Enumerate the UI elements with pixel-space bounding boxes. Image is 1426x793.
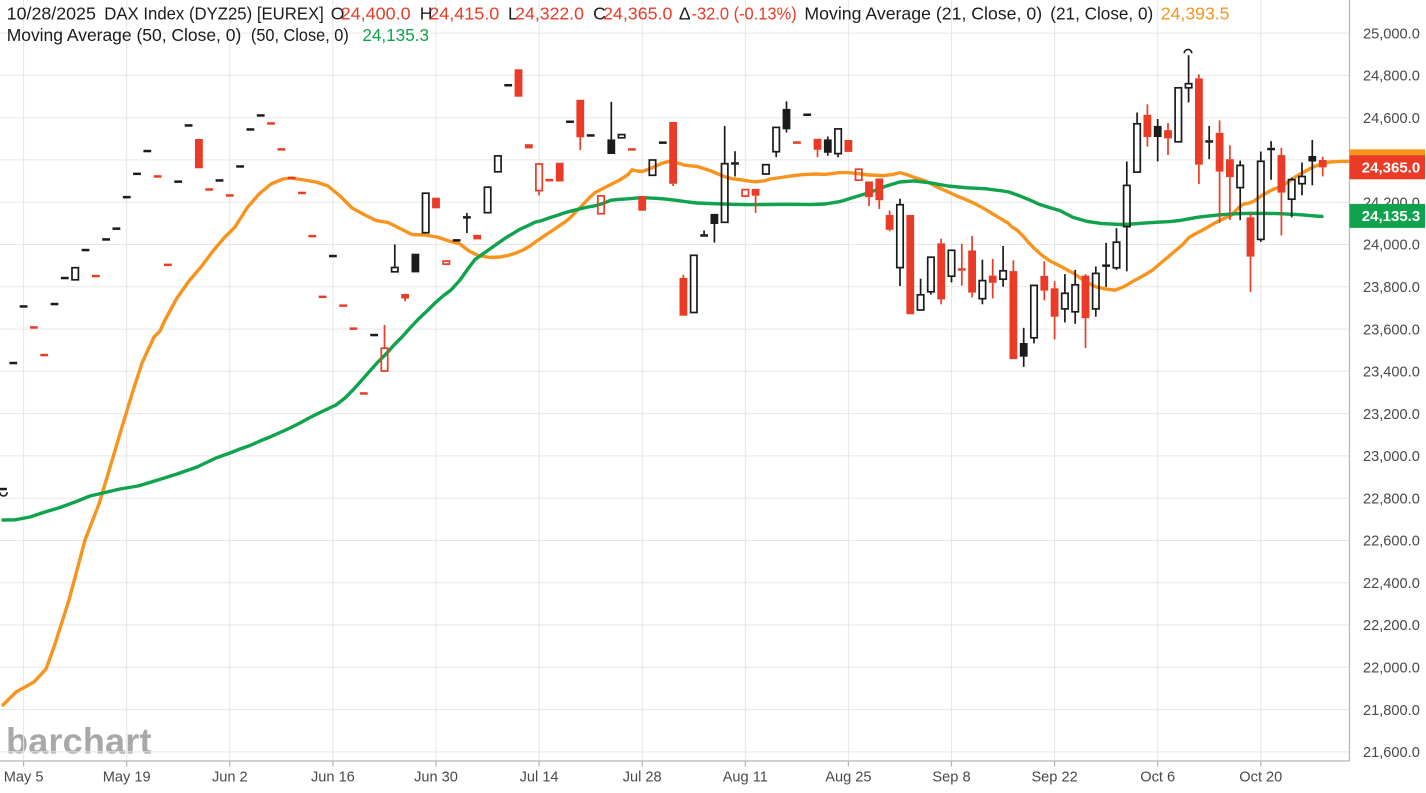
svg-text:Jul 28: Jul 28 (623, 770, 662, 786)
svg-text:(21, Close, 0): (21, Close, 0) (1050, 4, 1153, 24)
svg-text:Sep 22: Sep 22 (1031, 770, 1077, 786)
svg-text:L: L (508, 4, 518, 24)
svg-text:10/28/2025: 10/28/2025 (7, 4, 96, 24)
svg-text:21,800.0: 21,800.0 (1363, 703, 1420, 719)
svg-text:24,400.0: 24,400.0 (341, 4, 411, 24)
svg-text:-32.0 (-0.13%): -32.0 (-0.13%) (692, 4, 797, 24)
svg-text:22,200.0: 22,200.0 (1363, 618, 1420, 634)
svg-text:21,600.0: 21,600.0 (1363, 745, 1420, 761)
svg-text:24,000.0: 24,000.0 (1363, 238, 1420, 254)
svg-text:23,400.0: 23,400.0 (1363, 365, 1420, 381)
svg-text:22,000.0: 22,000.0 (1363, 661, 1420, 677)
svg-text:(50, Close, 0): (50, Close, 0) (251, 25, 349, 45)
svg-text:23,200.0: 23,200.0 (1363, 407, 1420, 423)
svg-text:24,365.0: 24,365.0 (603, 4, 673, 24)
svg-text:22,800.0: 22,800.0 (1363, 491, 1420, 507)
svg-text:22,600.0: 22,600.0 (1363, 534, 1420, 550)
svg-text:Aug 11: Aug 11 (723, 770, 768, 786)
svg-text:Aug 25: Aug 25 (825, 770, 871, 786)
svg-text:Δ: Δ (679, 4, 691, 24)
svg-text:Sep 8: Sep 8 (932, 770, 970, 786)
svg-text:DAX Index (DYZ25) [EUREX]: DAX Index (DYZ25) [EUREX] (104, 4, 323, 24)
svg-text:22,400.0: 22,400.0 (1363, 576, 1420, 592)
svg-text:May 5: May 5 (4, 770, 44, 786)
svg-text:25,000.0: 25,000.0 (1363, 26, 1420, 42)
svg-text:24,600.0: 24,600.0 (1363, 111, 1420, 127)
svg-text:C: C (593, 4, 606, 24)
svg-text:Moving Average (21, Close, 0): Moving Average (21, Close, 0) (804, 4, 1042, 24)
svg-text:Jun 30: Jun 30 (414, 770, 458, 786)
svg-text:24,800.0: 24,800.0 (1363, 69, 1420, 85)
svg-text:23,600.0: 23,600.0 (1363, 322, 1420, 338)
svg-text:23,800.0: 23,800.0 (1363, 280, 1420, 296)
svg-text:24,135.3: 24,135.3 (1362, 208, 1420, 225)
svg-text:24,135.3: 24,135.3 (362, 25, 429, 45)
svg-text:24,393.5: 24,393.5 (1161, 4, 1230, 24)
svg-text:O: O (331, 4, 345, 24)
svg-text:Moving Average (50, Close, 0): Moving Average (50, Close, 0) (7, 25, 242, 45)
svg-text:barchart: barchart (6, 721, 152, 762)
svg-text:H: H (420, 4, 433, 24)
svg-text:24,322.0: 24,322.0 (515, 4, 584, 24)
svg-text:24,365.0: 24,365.0 (1362, 160, 1420, 177)
svg-text:Jul 14: Jul 14 (520, 770, 559, 786)
svg-text:23,000.0: 23,000.0 (1363, 449, 1420, 465)
svg-text:Jun 2: Jun 2 (212, 770, 248, 786)
svg-text:Jun 16: Jun 16 (311, 770, 355, 786)
svg-text:24,415.0: 24,415.0 (429, 4, 499, 24)
svg-text:May 19: May 19 (103, 770, 151, 786)
svg-text:Oct 6: Oct 6 (1140, 770, 1175, 786)
svg-text:Oct 20: Oct 20 (1239, 770, 1282, 786)
